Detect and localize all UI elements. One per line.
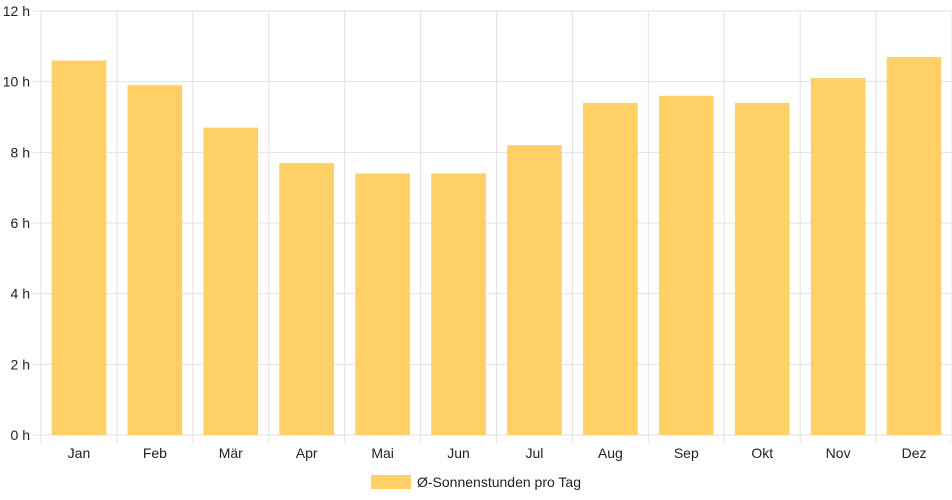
x-tick-label: Jun (447, 445, 470, 461)
bar-jul[interactable] (507, 145, 562, 435)
chart-grid (33, 10, 952, 443)
x-tick-label: Sep (674, 445, 699, 461)
x-tick-label: Mai (371, 445, 394, 461)
legend-item[interactable]: Ø-Sonnenstunden pro Tag (371, 474, 581, 490)
x-tick-label: Feb (143, 445, 167, 461)
y-tick-label: 2 h (11, 356, 30, 372)
bar-feb[interactable] (127, 85, 183, 435)
bar-dez[interactable] (886, 56, 942, 435)
x-axis: Jan Feb Mär Apr Mai Jun Jul Aug Sep Okt Nov Dez (68, 445, 927, 461)
bar-sep[interactable] (658, 95, 714, 436)
y-tick-label: 6 h (11, 215, 30, 231)
bar-mai[interactable] (355, 173, 410, 436)
y-tick-label: 12 h (3, 3, 30, 19)
bar-aug[interactable] (583, 102, 638, 435)
y-tick-label: 8 h (11, 144, 30, 160)
bar-jan[interactable] (51, 60, 107, 435)
legend-label: Ø-Sonnenstunden pro Tag (417, 474, 581, 490)
x-tick-label: Okt (751, 445, 773, 461)
x-tick-label: Apr (296, 445, 318, 461)
bar-apr[interactable] (279, 162, 335, 435)
x-tick-label: Mär (219, 445, 243, 461)
x-tick-label: Dez (902, 445, 927, 461)
bar-nov[interactable] (810, 78, 866, 435)
bar-jun[interactable] (431, 173, 486, 436)
y-axis: 0 h 2 h 4 h 6 h 8 h 10 h 12 h (3, 3, 30, 443)
legend-swatch (371, 475, 411, 489)
y-tick-label: 10 h (3, 74, 30, 90)
bar-okt[interactable] (734, 102, 790, 435)
x-tick-label: Jul (526, 445, 544, 461)
x-tick-label: Aug (598, 445, 623, 461)
y-tick-label: 4 h (11, 286, 30, 302)
bar-mär[interactable] (203, 127, 259, 435)
x-tick-label: Nov (826, 445, 851, 461)
y-tick-label: 0 h (11, 427, 30, 443)
x-tick-label: Jan (68, 445, 91, 461)
bar-series (51, 56, 942, 436)
chart-legend: Ø-Sonnenstunden pro Tag (0, 470, 952, 494)
